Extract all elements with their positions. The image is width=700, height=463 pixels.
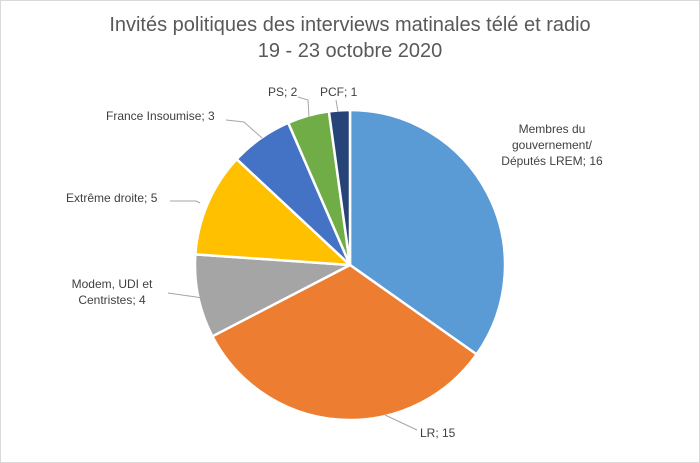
pie-slice-lr bbox=[211, 263, 478, 422]
data-label-france-insoumise: France Insoumise; 3 bbox=[106, 109, 215, 123]
chart-title: Invités politiques des interviews matina… bbox=[109, 14, 591, 36]
leader-line-ps bbox=[297, 96, 310, 118]
data-label-membres-du-gouvernement-deputes-lrem: Membres du gouvernement/Députés LREM; 16 bbox=[501, 122, 603, 168]
leader-line-france-insoumise bbox=[225, 119, 263, 139]
data-labels: Membres du gouvernement/Députés LREM; 16 L… bbox=[66, 85, 603, 440]
data-label-lr: LR; 15 bbox=[420, 426, 456, 440]
pie-slice-pcf bbox=[327, 108, 352, 267]
leader-line-pcf bbox=[335, 99, 339, 113]
leader-line-lr bbox=[384, 414, 418, 431]
chart-title-block: Invités politiques des interviews matina… bbox=[0, 12, 700, 64]
pie-slices bbox=[193, 108, 507, 422]
data-label-pcf: PCF; 1 bbox=[320, 85, 358, 99]
leader-line-extreme-droite bbox=[170, 200, 201, 204]
pie-slice-modem-udi-et-centristes bbox=[193, 253, 352, 338]
pie-slice-extreme-droite bbox=[194, 157, 352, 267]
data-label-extreme-droite: Extrême droite; 5 bbox=[66, 191, 158, 205]
chart-subtitle: 19 - 23 octobre 2020 bbox=[257, 40, 443, 62]
data-label-ps: PS; 2 bbox=[268, 85, 298, 99]
leader-line-modem-udi-et-centristes bbox=[167, 292, 208, 300]
data-label-modem-udi-et-centristes: Modem, UDI et Centristes; 4 bbox=[72, 277, 153, 307]
pie-slice-membres-du-gouvernement-deputes-lrem bbox=[348, 108, 507, 356]
leader-lines bbox=[167, 96, 418, 431]
